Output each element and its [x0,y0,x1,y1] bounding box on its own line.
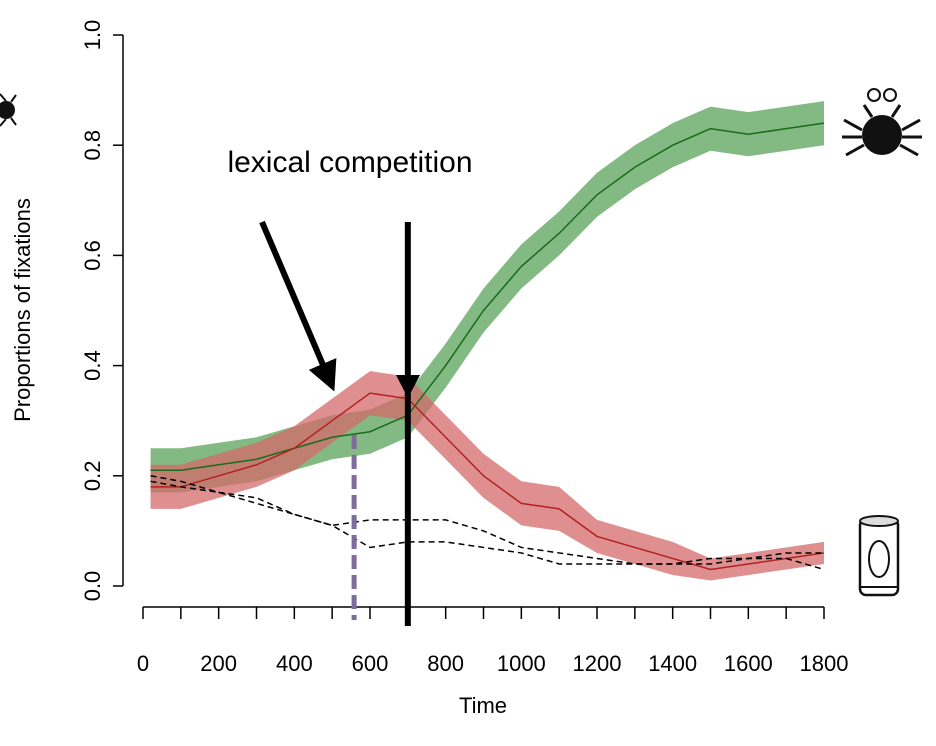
x-tick-label: 0 [137,651,149,676]
x-axis-label: Time [459,693,507,718]
y-axis-label: Proportions of fixations [10,198,35,422]
series-line [150,475,825,571]
crab-icon [842,88,922,157]
y-tick-label: 0.0 [80,571,105,602]
y-tick-label: 1.0 [80,20,105,51]
series-line [150,122,825,472]
x-tick-label: 400 [276,651,313,676]
y-tick-label: 0.8 [80,130,105,161]
y-tick-label: 0.2 [80,461,105,492]
arrowhead [396,375,420,398]
y-tick-label: 0.4 [80,350,105,381]
confidence-band [150,101,825,493]
x-tick-label: 1800 [800,651,849,676]
x-tick-label: 1000 [497,651,546,676]
x-tick-label: 1200 [573,651,622,676]
x-tick-label: 1400 [648,651,697,676]
y-tick-label: 0.6 [80,240,105,271]
x-tick-label: 200 [200,651,237,676]
confidence-band [150,371,825,581]
arrow [259,220,337,392]
x-tick-label: 800 [427,651,464,676]
x-tick-label: 1600 [724,651,773,676]
crab-icon-small [0,93,17,127]
series-line [150,480,824,565]
can-icon [858,515,900,597]
series-line [150,392,825,571]
annotation: lexical competition [227,146,472,179]
x-tick-label: 600 [352,651,389,676]
